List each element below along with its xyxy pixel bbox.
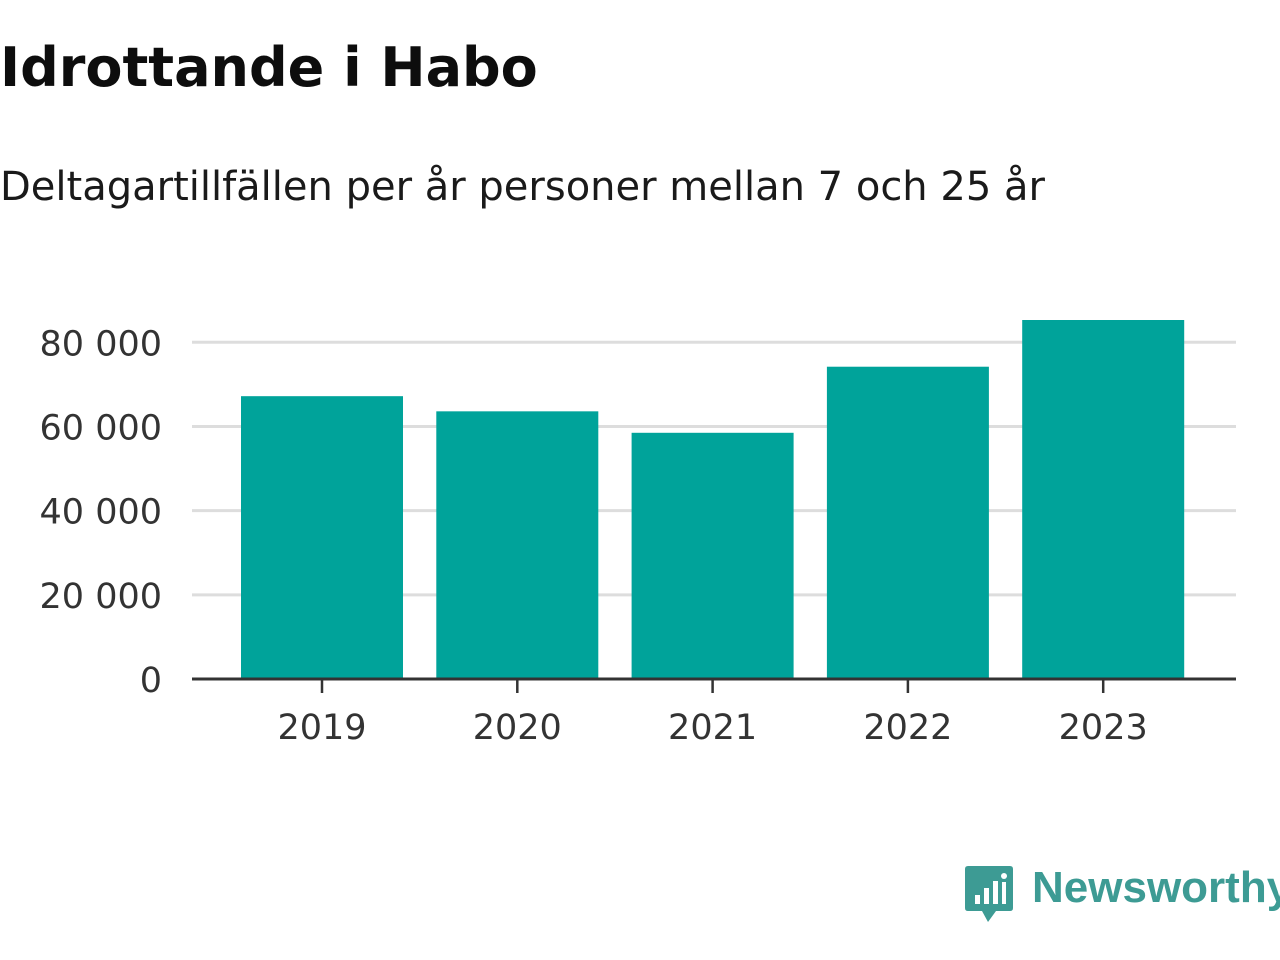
bar (241, 396, 403, 679)
newsworthy-logo-icon (965, 866, 1013, 922)
x-tick-label: 2020 (473, 708, 562, 748)
x-tick-label: 2022 (863, 708, 952, 748)
x-tick-label: 2021 (668, 708, 757, 748)
y-tick-label: 80 000 (40, 324, 162, 364)
chart-subtitle: Deltagartillfällen per år personer mella… (0, 164, 1045, 210)
bar (631, 432, 794, 679)
y-tick-label: 0 (140, 661, 162, 701)
y-tick-label: 40 000 (40, 493, 162, 533)
bar (826, 366, 989, 679)
chart-title: Idrottande i Habo (0, 36, 538, 99)
y-tick-label: 60 000 (40, 408, 162, 448)
brand-logo: Newsworthy (964, 864, 1280, 928)
brand-name: Newsworthy (1032, 863, 1280, 912)
bar (436, 411, 599, 679)
y-tick-label: 20 000 (40, 577, 162, 617)
bar (1022, 320, 1185, 679)
x-tick-label: 2019 (277, 708, 366, 748)
x-tick-label: 2023 (1059, 708, 1148, 748)
